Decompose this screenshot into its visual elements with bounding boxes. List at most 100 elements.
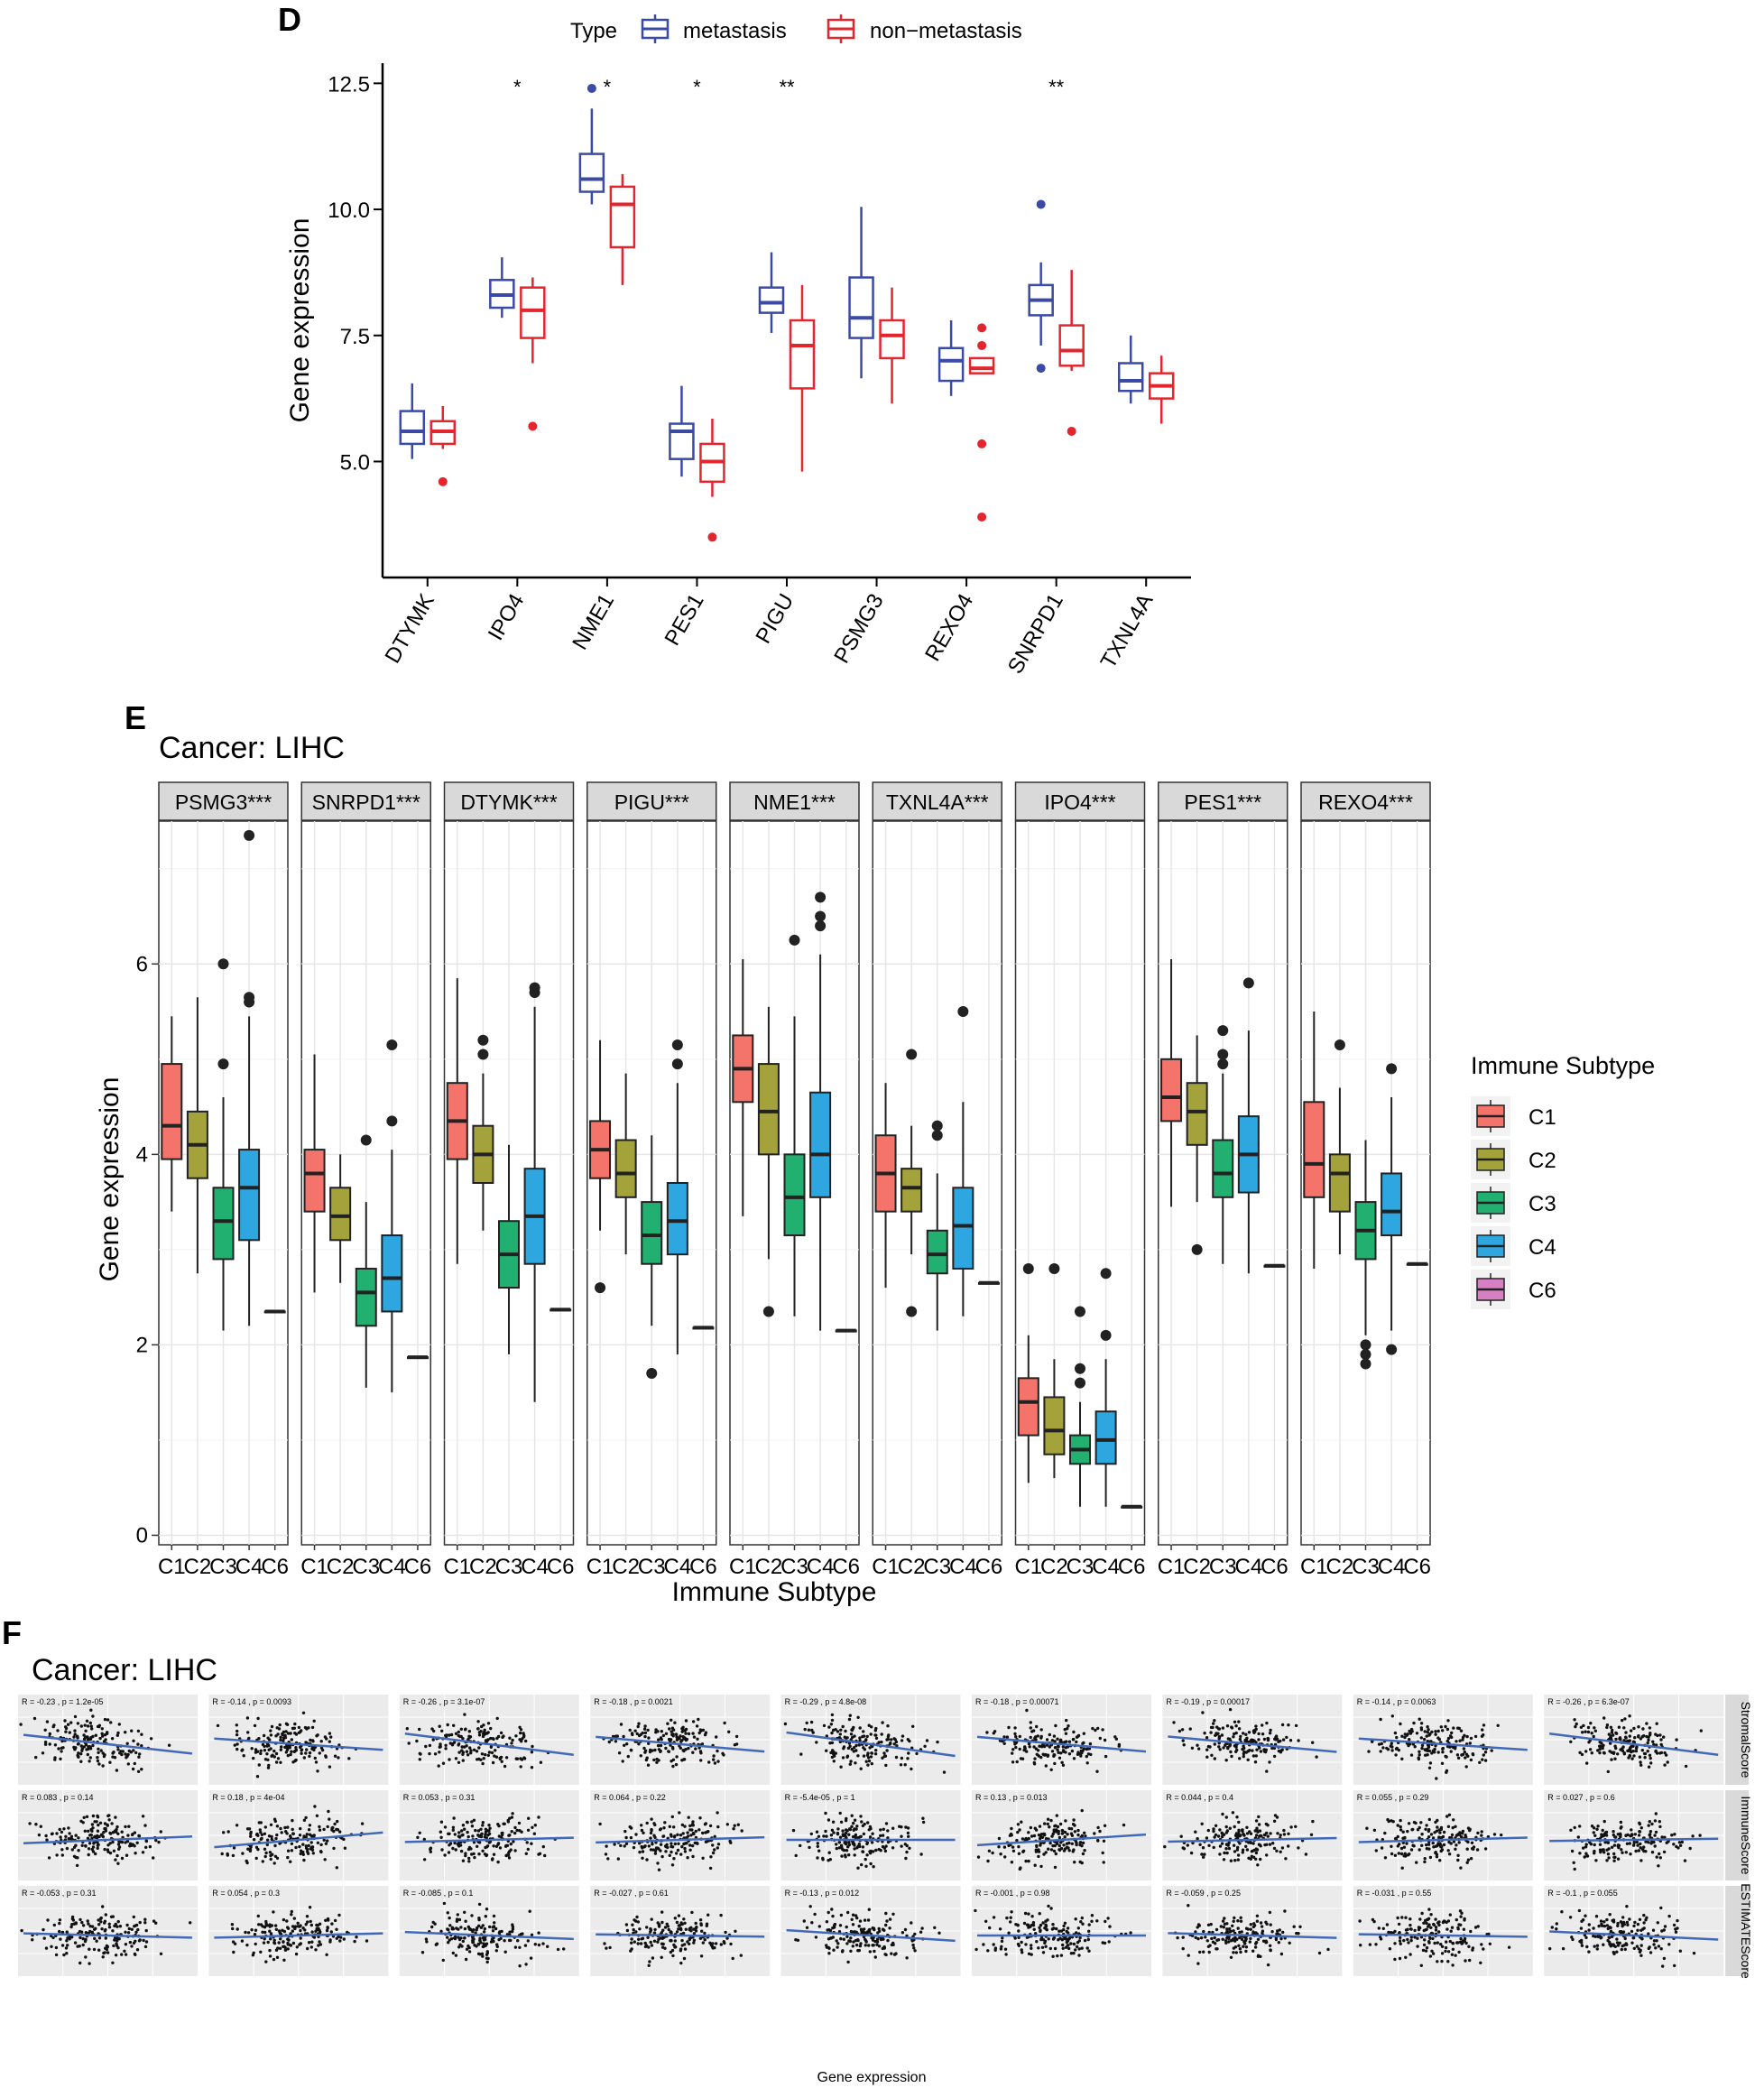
scatter-point [477, 1902, 482, 1907]
scatter-point [1593, 1843, 1596, 1847]
scatter-point [865, 1930, 870, 1934]
scatter-point [1103, 1738, 1107, 1742]
scatter-point [1632, 1754, 1636, 1758]
scatter-point [61, 1746, 65, 1750]
scatter-point [1030, 1946, 1033, 1950]
scatter-point [331, 1825, 335, 1830]
scatter-point [1056, 1842, 1059, 1846]
scatter-point [844, 1818, 848, 1823]
scatter-point [286, 1825, 290, 1829]
scatter-point [660, 1945, 665, 1949]
scatter-point [1242, 1834, 1246, 1837]
scatter-point [1083, 1831, 1086, 1835]
box-outlier-point [646, 1368, 658, 1380]
scatter-point [873, 1752, 878, 1756]
scatter-point [830, 1713, 835, 1717]
scatter-point [867, 1944, 871, 1947]
scatter-point [495, 1943, 499, 1946]
scatter-point [632, 1927, 635, 1932]
scatter-point [105, 1947, 109, 1952]
scatter-point [442, 1901, 447, 1906]
scatter-point [309, 1945, 313, 1949]
scatter-point [301, 1843, 305, 1846]
scatter-point [444, 1747, 448, 1751]
scatter-point [1038, 1825, 1042, 1828]
scatter-point [66, 1723, 70, 1726]
scatter-point [1409, 1753, 1414, 1757]
scatter-point [476, 1829, 481, 1833]
scatter-point [1579, 1725, 1584, 1730]
scatter-point [708, 1866, 713, 1871]
scatter-point [530, 1766, 534, 1769]
scatter-point [524, 1852, 528, 1855]
scatter-point [900, 1844, 903, 1848]
scatter-point [1261, 1723, 1264, 1727]
scatter-point [866, 1751, 870, 1755]
scatter-point [1396, 1834, 1399, 1839]
scatter-point [272, 1749, 276, 1753]
scatter-point [809, 1832, 813, 1836]
scatter-point [1282, 1833, 1287, 1836]
scatter-point [265, 1843, 269, 1847]
scatter-point [57, 1747, 60, 1751]
box-outlier-point [815, 892, 827, 903]
scatter-point [108, 1842, 112, 1845]
scatter-point [675, 1920, 679, 1925]
facet-x-tick-label-c4: C4 [807, 1555, 835, 1579]
scatter-point [137, 1834, 142, 1838]
scatter-point [226, 1852, 229, 1856]
scatter-point [658, 1923, 661, 1926]
scatter-point [1596, 1825, 1600, 1828]
scatter-point [852, 1930, 856, 1934]
scatter-point [1063, 1847, 1067, 1851]
scatter-point [848, 1827, 852, 1831]
scatter-point [1287, 1832, 1290, 1836]
scatter-point [267, 1763, 271, 1768]
scatter-point [120, 1752, 124, 1757]
scatter-point [632, 1845, 636, 1850]
scatter-point [839, 1765, 843, 1769]
scatter-point [1106, 1917, 1110, 1920]
scatter-point [703, 1931, 707, 1936]
facet-x-tick-label-c6: C6 [832, 1555, 860, 1579]
scatter-point [530, 1751, 534, 1754]
scatter-point [1042, 1832, 1046, 1836]
box-body [879, 319, 905, 360]
scatter-point [1281, 1738, 1286, 1742]
scatter-point [1222, 1858, 1226, 1862]
scatter-point [643, 1724, 647, 1728]
scatter-point [457, 1751, 461, 1754]
scatter-point [85, 1815, 89, 1819]
scatter-point [319, 1943, 323, 1946]
scatter-point [492, 1844, 495, 1848]
scatter-point [107, 1926, 112, 1929]
scatter-point [240, 1939, 245, 1943]
scatter-point [862, 1754, 866, 1758]
scatter-point [1262, 1737, 1267, 1742]
scatter-point [271, 1852, 274, 1856]
scatter-point [1228, 1707, 1233, 1712]
scatter-point [70, 1915, 75, 1919]
scatter-point [274, 1927, 278, 1931]
scatter-point [1249, 1857, 1253, 1861]
scatter-point [1246, 1758, 1250, 1762]
box-outlier-point [707, 532, 717, 542]
facet-x-tick-label-c3: C3 [352, 1555, 380, 1579]
scatter-point [1046, 1822, 1050, 1826]
legend-key-label: C1 [1528, 1105, 1556, 1130]
scatter-point [1653, 1844, 1657, 1848]
scatter-point [1251, 1739, 1255, 1742]
facet-strip-label: NME1*** [753, 790, 836, 814]
scatter-point [698, 1936, 703, 1940]
scatter-point [888, 1926, 891, 1930]
scatter-point [843, 1735, 846, 1739]
scatter-point [1226, 1843, 1230, 1847]
scatter-point [96, 1756, 99, 1760]
scatter-point [1265, 1721, 1269, 1725]
panel-e-box-c3 [498, 1144, 520, 1354]
scatter-point [817, 1849, 821, 1852]
scatter-point [339, 1936, 343, 1939]
scatter-point [690, 1824, 695, 1827]
scatter-point [353, 1939, 356, 1944]
panel-d-y-tick-label: 5.0 [340, 450, 370, 475]
